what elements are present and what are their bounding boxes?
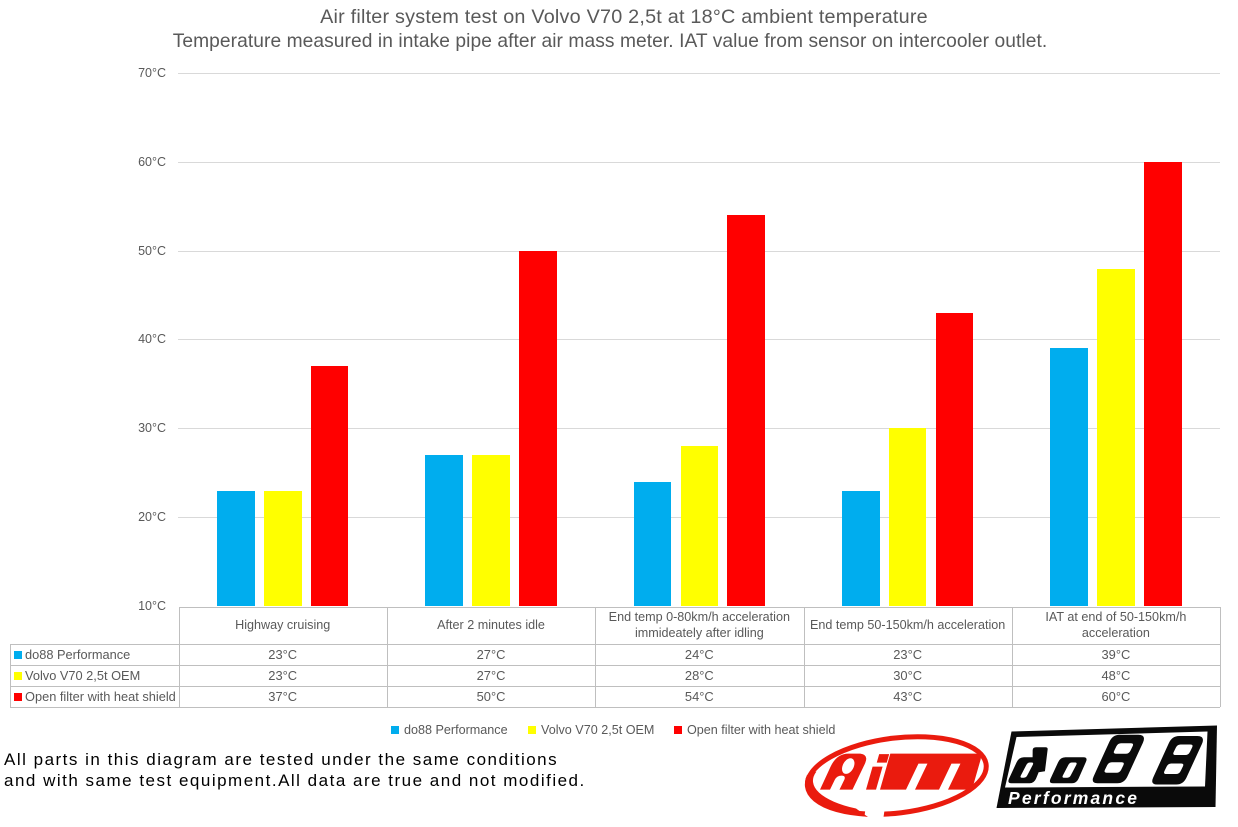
svg-text:Performance: Performance bbox=[1008, 788, 1139, 808]
